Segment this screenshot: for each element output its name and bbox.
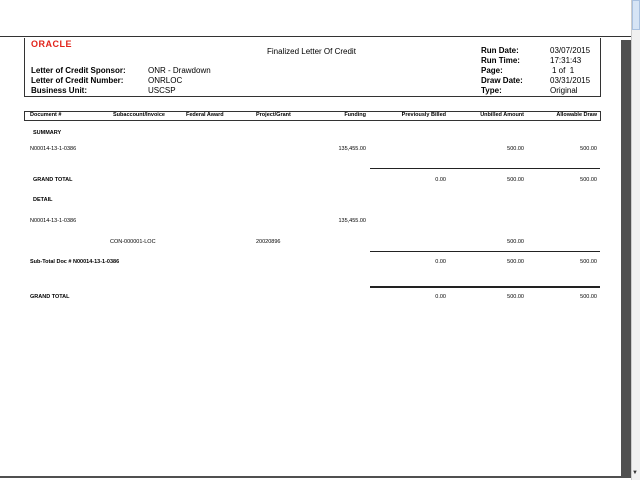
subtotal-prev-billed: 0.00 [435,259,446,265]
detail-grand-total-label: GRAND TOTAL [30,294,70,300]
type-value: Original [550,86,578,95]
sponsor-label: Letter of Credit Sponsor: [31,66,126,75]
detail-unbilled: 500.00 [507,239,524,245]
detail-document: N00014-13-1-0386 [30,218,77,224]
page-label: Page: [481,66,503,75]
summary-total-rule [370,168,600,169]
subtotal-allowable: 500.00 [580,259,597,265]
detail-heading: DETAIL [33,197,53,203]
col-previously-billed: Previously Billed [401,112,446,118]
run-time-value: 17:31:43 [550,56,582,65]
run-date-value: 03/07/2015 [550,46,591,55]
summary-gt-prev-billed: 0.00 [435,177,446,183]
summary-allowable: 500.00 [580,146,597,152]
subtotal-label: Sub-Total Doc # N00014-13-1-0386 [30,259,120,265]
page-bottom-border [0,476,621,478]
col-unbilled: Unbilled Amount [480,112,524,118]
run-date-label: Run Date: [481,46,519,55]
oracle-logo: ORACLE [31,39,72,49]
run-info-box [470,42,601,97]
scroll-down-arrow-icon[interactable]: ▼ [632,470,638,476]
scrollbar-thumb[interactable] [632,0,640,30]
detail-gt-allowable: 500.00 [580,294,597,300]
summary-gt-allowable: 500.00 [580,177,597,183]
business-unit-label: Business Unit: [31,86,88,95]
loc-number-label: Letter of Credit Number: [31,76,124,85]
col-funding: Funding [344,112,366,118]
col-federal-award: Federal Award [186,112,224,118]
detail-funding: 135,455.00 [338,218,366,224]
subtotal-unbilled: 500.00 [507,259,524,265]
col-allowable: Allowable Draw [556,112,597,118]
report-title: Finalized Letter Of Credit [267,47,356,56]
detail-gt-unbilled: 500.00 [507,294,524,300]
summary-heading: SUMMARY [33,130,62,136]
col-subaccount: Subaccount/Invoice [113,112,165,118]
detail-subaccount: CON-000001-LOC [110,239,156,245]
grand-total-rule [370,286,600,288]
type-label: Type: [481,86,502,95]
draw-date-label: Draw Date: [481,76,523,85]
summary-document: N00014-13-1-0386 [30,146,77,152]
sponsor-value: ONR - Drawdown [148,66,211,75]
viewer-background [621,40,631,478]
draw-date-value: 03/31/2015 [550,76,591,85]
detail-gt-prev-billed: 0.00 [435,294,446,300]
page-value: 1 of 1 [552,66,575,75]
col-project-grant: Project/Grant [256,112,291,118]
summary-gt-unbilled: 500.00 [507,177,524,183]
detail-project: 20020896 [256,239,281,245]
vertical-scrollbar[interactable] [631,0,640,480]
loc-number-value: ONRLOC [148,76,183,85]
run-time-label: Run Time: [481,56,520,65]
summary-funding: 135,455.00 [338,146,366,152]
subtotal-rule [370,251,600,252]
summary-grand-total-label: GRAND TOTAL [33,177,73,183]
column-header-box [24,111,601,121]
business-unit-value: USCSP [148,86,176,95]
summary-unbilled: 500.00 [507,146,524,152]
page-top-border [0,36,633,37]
col-document: Document # [30,112,62,118]
